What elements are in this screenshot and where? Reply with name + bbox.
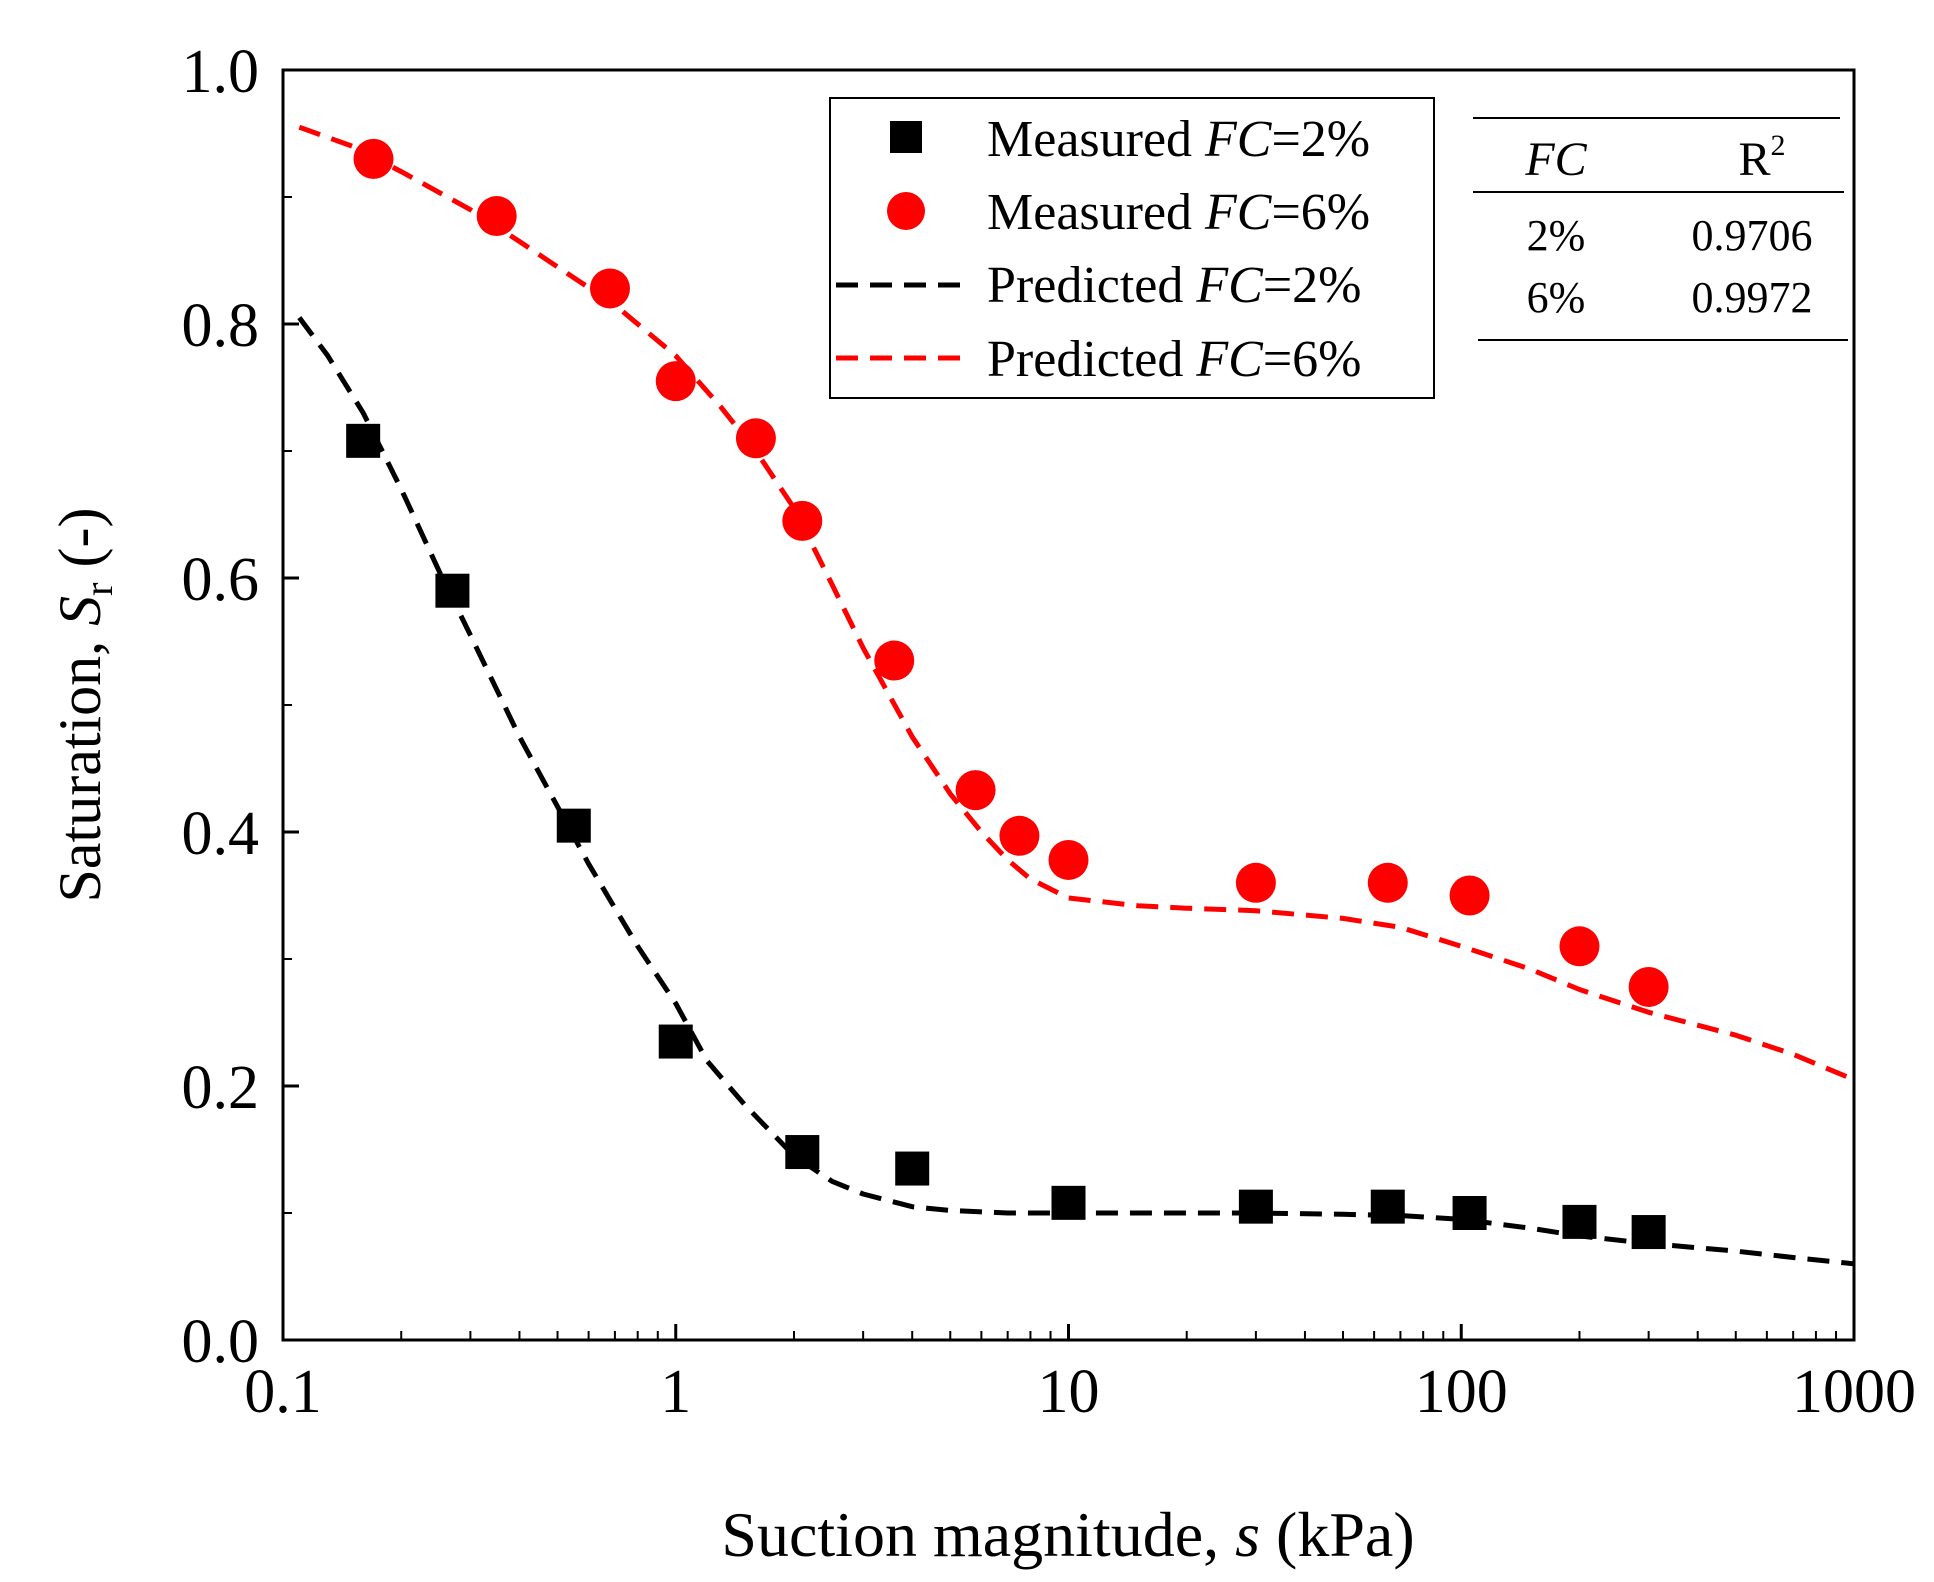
- inset-table-row2-fc: 6%: [1527, 273, 1586, 322]
- legend-marker-measured-fc6: [887, 192, 925, 230]
- inset-table: FC R2 2% 0.9706 6% 0.9972: [1473, 117, 1848, 341]
- y-tick-label: 1.0: [182, 38, 260, 106]
- legend-box: [829, 97, 1435, 399]
- legend-label-measured-fc2: Measured FC=2%: [987, 111, 1370, 168]
- y-tick-labels: 0.0 0.2 0.4 0.6 0.8 1.0: [182, 38, 260, 1376]
- legend-label-predicted-fc2: Predicted FC=2%: [987, 257, 1361, 314]
- data-point-measured-fc6: [589, 268, 630, 309]
- x-tick-label: 1: [660, 1358, 691, 1426]
- data-point-measured-fc6: [353, 138, 394, 179]
- x-tick-label: 0.1: [244, 1358, 322, 1426]
- y-tick-label: 0.4: [182, 800, 260, 868]
- data-point-measured-fc6: [955, 770, 996, 811]
- data-point-measured-fc6: [1235, 862, 1276, 903]
- predicted-line-fc2: [297, 316, 1855, 1267]
- data-point-measured-fc6: [735, 418, 776, 459]
- x-axis-title: Suction magnitude, s (kPa): [721, 1499, 1414, 1570]
- data-point-measured-fc2: [346, 423, 381, 458]
- y-axis-title-symbol: S: [47, 596, 113, 626]
- data-point-measured-fc2: [1051, 1185, 1086, 1220]
- data-point-measured-fc6: [476, 196, 517, 237]
- data-point-measured-fc2: [785, 1135, 820, 1170]
- inset-table-row1-fc: 2%: [1527, 211, 1586, 260]
- axis-ticks: [281, 68, 1856, 1342]
- y-tick-label: 0.8: [182, 292, 260, 360]
- data-point-measured-fc6: [655, 361, 696, 402]
- y-axis-title: Saturation, Sr (-): [47, 508, 121, 903]
- data-point-measured-fc6: [874, 640, 915, 681]
- x-tick-labels: 0.1 1 10 100 1000: [244, 1358, 1916, 1426]
- legend-marker-measured-fc2: [890, 121, 922, 153]
- series-layer: [297, 124, 1855, 1267]
- data-point-measured-fc6: [782, 500, 823, 541]
- data-point-measured-fc2: [1631, 1215, 1666, 1250]
- y-tick-label: 0.2: [182, 1054, 260, 1122]
- data-point-measured-fc6: [1559, 926, 1600, 967]
- data-point-measured-fc2: [435, 573, 470, 608]
- x-tick-label: 100: [1415, 1358, 1508, 1426]
- data-point-measured-fc2: [1562, 1204, 1597, 1239]
- inset-table-header-r2: R2: [1738, 129, 1785, 186]
- data-point-measured-fc2: [1370, 1189, 1405, 1224]
- x-axis-title-prefix: Suction magnitude,: [721, 1499, 1235, 1570]
- x-axis-title-suffix: (kPa): [1260, 1499, 1415, 1570]
- data-point-measured-fc6: [1449, 875, 1490, 916]
- data-point-measured-fc6: [1367, 862, 1408, 903]
- data-point-measured-fc6: [1628, 966, 1669, 1007]
- data-point-measured-fc6: [999, 815, 1040, 856]
- data-point-measured-fc2: [658, 1024, 693, 1059]
- data-point-measured-fc2: [895, 1151, 930, 1186]
- y-axis-title-subscript: r: [76, 583, 121, 596]
- x-axis-title-symbol: s: [1235, 1499, 1260, 1570]
- y-tick-label: 0.0: [182, 1308, 260, 1376]
- inset-table-row2-r2: 0.9972: [1692, 273, 1813, 322]
- data-point-measured-fc2: [1238, 1189, 1273, 1224]
- y-axis-title-prefix: Saturation,: [47, 626, 113, 903]
- data-point-measured-fc2: [556, 808, 591, 843]
- legend-label-predicted-fc6: Predicted FC=6%: [987, 331, 1361, 388]
- legend: Measured FC=2% Measured FC=6% Predicted …: [829, 97, 1435, 399]
- x-tick-label: 10: [1038, 1358, 1100, 1426]
- legend-label-measured-fc6: Measured FC=6%: [987, 184, 1370, 241]
- inset-table-header-fc: FC: [1524, 133, 1587, 186]
- data-point-measured-fc2: [1452, 1196, 1487, 1230]
- inset-table-row1-r2: 0.9706: [1692, 211, 1813, 260]
- y-tick-label: 0.6: [182, 546, 260, 614]
- data-point-measured-fc6: [1048, 839, 1089, 880]
- y-axis-title-suffix: (-): [47, 508, 113, 583]
- x-tick-label: 1000: [1792, 1358, 1916, 1426]
